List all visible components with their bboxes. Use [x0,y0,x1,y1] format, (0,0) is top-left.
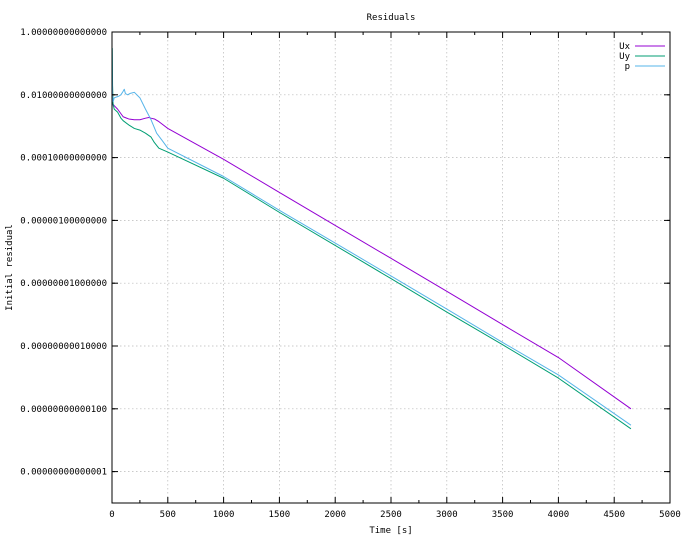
y-axis-label: Initial residual [5,224,15,311]
y-tick-label: 0.00000000000100 [20,405,107,415]
x-tick-label: 1500 [269,510,291,520]
y-tick-labels: 1.00000000000000 0.01000000000000 0.000100… [20,28,107,478]
y-tick-label: 0.00000100000000 [20,216,107,226]
legend-label-ux: Ux [619,42,630,52]
y-tick-label: 0.00000000010000 [20,342,107,352]
x-tick-label: 3500 [492,510,514,520]
x-tick-label: 5000 [659,510,681,520]
series-line-uy [111,47,632,430]
x-tick-label: 2500 [380,510,402,520]
series-line-ux [111,101,632,410]
grid-lines [112,32,670,503]
x-tick-label: 0 [109,510,114,520]
series-line-p [111,47,632,426]
x-axis-label: Time [s] [369,526,412,536]
x-tick-label: 4000 [548,510,570,520]
x-tick-label: 500 [160,510,176,520]
chart-title: Residuals [367,13,416,23]
y-tick-label: 1.00000000000000 [20,28,107,38]
y-tick-label: 0.00000000000001 [20,468,107,478]
legend-label-p: p [625,62,630,72]
y-tick-label: 0.00000001000000 [20,279,107,289]
axis-ticks [111,31,671,503]
x-tick-labels: 0 500 1000 1500 2000 2500 3000 3500 4000 4500 5000 [109,510,681,520]
x-tick-label: 1000 [213,510,235,520]
x-tick-label: 4500 [603,510,625,520]
x-tick-label: 3000 [436,510,458,520]
y-tick-label: 0.00010000000000 [20,154,107,164]
series-lines [111,47,632,430]
x-tick-label: 2000 [324,510,346,520]
y-tick-label: 0.01000000000000 [20,91,107,101]
legend: Ux Uy p [619,42,665,72]
legend-label-uy: Uy [619,52,630,62]
